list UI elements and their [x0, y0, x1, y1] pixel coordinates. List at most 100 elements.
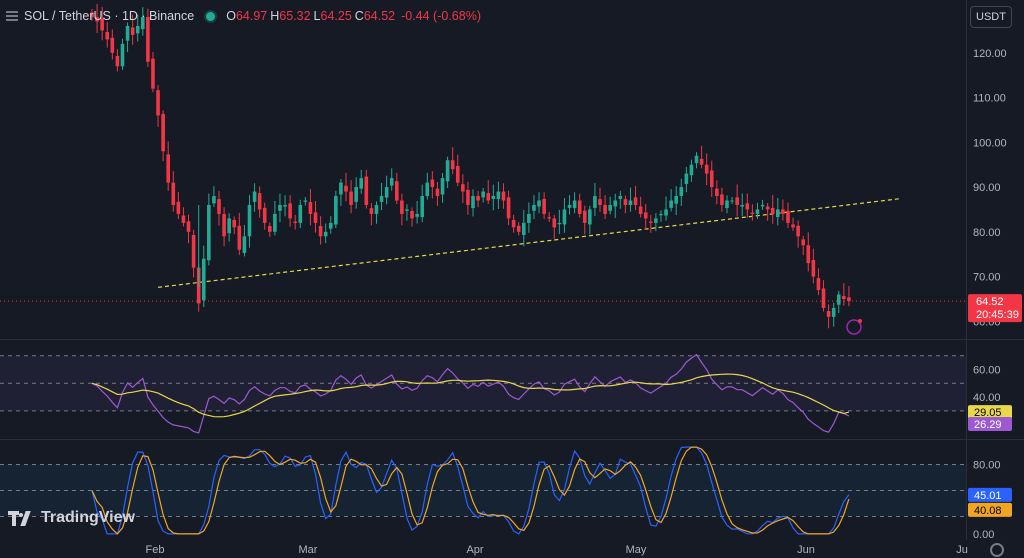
candle-body	[191, 234, 196, 268]
legend-header: SOL / TetherUS · 1D · Binance O 64.97 H …	[6, 6, 481, 26]
candle-body	[537, 200, 541, 207]
candle-body	[349, 191, 353, 205]
menu-icon[interactable]	[6, 11, 18, 21]
candle-body	[135, 25, 140, 34]
candle-body	[364, 176, 369, 205]
candle-body	[242, 236, 247, 253]
candle-body	[420, 196, 424, 218]
candle-body	[582, 210, 587, 223]
candle-body	[405, 209, 409, 211]
rsi-value-badge	[968, 416, 1012, 431]
candle-body	[516, 225, 521, 232]
candle-body	[542, 198, 546, 214]
candle-body	[522, 222, 526, 235]
candle-body	[207, 204, 211, 261]
candle-body	[842, 296, 846, 299]
high-value: 65.32	[279, 9, 311, 23]
candle-body	[273, 213, 277, 232]
rsi-ma-line	[91, 373, 850, 418]
candle-body	[704, 164, 709, 174]
time-axis-label: May	[626, 544, 647, 556]
candle-body	[415, 213, 419, 217]
candle-body	[461, 184, 465, 192]
candle-body	[776, 209, 780, 218]
symbol-title[interactable]: SOL / TetherUS · 1D · Binance	[24, 9, 195, 23]
candle-body	[659, 213, 663, 216]
candle-body	[506, 197, 511, 219]
candle-body	[217, 199, 221, 214]
candle-body	[237, 225, 242, 250]
candle-body	[694, 155, 699, 164]
price-tick-label: 90.00	[973, 182, 1001, 194]
rsi-tick-label: 60.00	[973, 365, 1001, 377]
candle-body	[735, 197, 739, 205]
candle-body	[227, 218, 231, 234]
candle-body	[308, 202, 313, 214]
price-tick-label: 110.00	[973, 93, 1006, 105]
stoch-d-badge	[968, 502, 1012, 517]
candle-body	[262, 207, 267, 223]
tradingview-logo[interactable]: TradingView	[8, 509, 135, 527]
last-price-badge	[968, 294, 1022, 323]
candle-body	[684, 173, 689, 184]
countdown-label: 20:45:39	[976, 309, 1019, 321]
candle-body	[628, 200, 633, 205]
candle-body	[770, 207, 775, 214]
candle-body	[831, 307, 836, 317]
stoch-d-label: 40.08	[974, 505, 1002, 517]
market-status-icon	[206, 11, 216, 21]
candle-body	[303, 200, 308, 202]
low-value: 64.25	[320, 9, 352, 23]
candle-body	[689, 164, 694, 176]
candle-body	[633, 197, 638, 205]
candle-body	[125, 25, 130, 41]
time-axis-label: Jun	[797, 544, 815, 556]
high-key: H	[270, 9, 280, 23]
close-value: 64.52	[363, 9, 396, 23]
candle-body	[755, 209, 760, 214]
candle-body	[715, 188, 719, 197]
candle-body	[440, 178, 445, 195]
time-axis-label: Apr	[466, 544, 483, 556]
candle-body	[643, 212, 648, 219]
open-key: O	[226, 9, 236, 23]
candle-body	[166, 154, 170, 183]
candle-body	[95, 17, 99, 22]
candle-body	[623, 199, 628, 205]
candle-body	[151, 58, 155, 89]
candle-body	[725, 200, 729, 209]
candle-body	[186, 221, 191, 232]
candle-body	[826, 311, 831, 317]
candle-body	[466, 189, 470, 205]
candle-body	[232, 219, 237, 228]
candle-body	[552, 218, 557, 228]
tradingview-logo-icon	[8, 510, 35, 526]
candle-body	[395, 181, 399, 201]
rsi-tick-label: 40.00	[973, 392, 1001, 404]
candle-body	[344, 185, 348, 192]
candle-body	[679, 187, 684, 197]
candle-body	[664, 209, 668, 216]
candle-body	[577, 200, 582, 214]
candle-body	[847, 297, 851, 302]
candle-body	[811, 260, 816, 277]
candle-body	[567, 204, 572, 208]
candle-body	[156, 90, 160, 116]
candle-body	[765, 206, 770, 210]
candle-body	[654, 218, 658, 223]
trend-line	[157, 198, 900, 288]
candle-body	[222, 213, 226, 237]
stoch-tick-label: 80.00	[973, 459, 1001, 471]
candle-body	[613, 200, 618, 207]
currency-button[interactable]: USDT	[970, 6, 1012, 28]
candle-body	[283, 204, 287, 207]
candle-body	[588, 209, 592, 225]
candle-body	[374, 204, 379, 214]
candle-body	[252, 191, 257, 202]
stoch-k-line	[91, 446, 850, 535]
settings-gear-icon[interactable]	[990, 543, 1004, 557]
candle-body	[476, 196, 480, 201]
last-price-label: 64.52	[976, 296, 1004, 308]
candle-body	[257, 193, 262, 210]
